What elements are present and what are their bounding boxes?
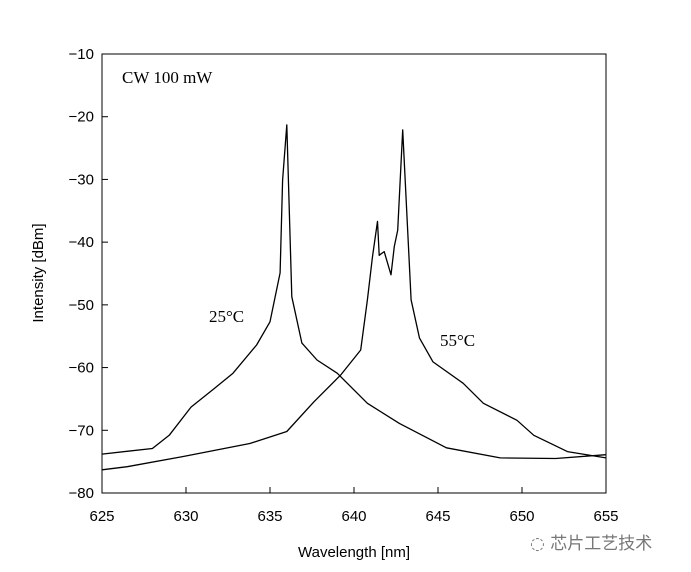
plot-area (101, 53, 607, 494)
x-axis-label: Wavelength [nm] (298, 544, 410, 561)
annotation: CW 100 mW (122, 68, 213, 87)
y-tick-label: −40 (69, 234, 94, 251)
series-label-55c: 55°C (440, 331, 475, 350)
x-tick-label: 635 (257, 508, 282, 525)
y-tick-label: −70 (69, 422, 94, 439)
y-tick-label: −10 (69, 46, 94, 63)
y-tick-label: −60 (69, 360, 94, 377)
wechat-icon: ◌ (530, 534, 551, 554)
y-tick-label: −30 (69, 171, 94, 188)
y-axis-label: Intensity [dBm] (30, 223, 47, 322)
x-tick-label: 625 (89, 508, 114, 525)
x-tick-label: 640 (341, 508, 366, 525)
x-tick-label: 650 (509, 508, 534, 525)
x-tick-label: 645 (425, 508, 450, 525)
x-tick-label: 630 (173, 508, 198, 525)
y-tick-label: −50 (69, 297, 94, 314)
series-line-25c (101, 124, 607, 460)
watermark: ◌ 芯片工艺技术 (530, 534, 653, 554)
x-tick-label: 655 (593, 508, 618, 525)
y-tick-label: −80 (69, 485, 94, 502)
series-line-55c (101, 129, 607, 471)
y-tick-label: −20 (69, 109, 94, 126)
series-label-25c: 25°C (209, 307, 244, 326)
